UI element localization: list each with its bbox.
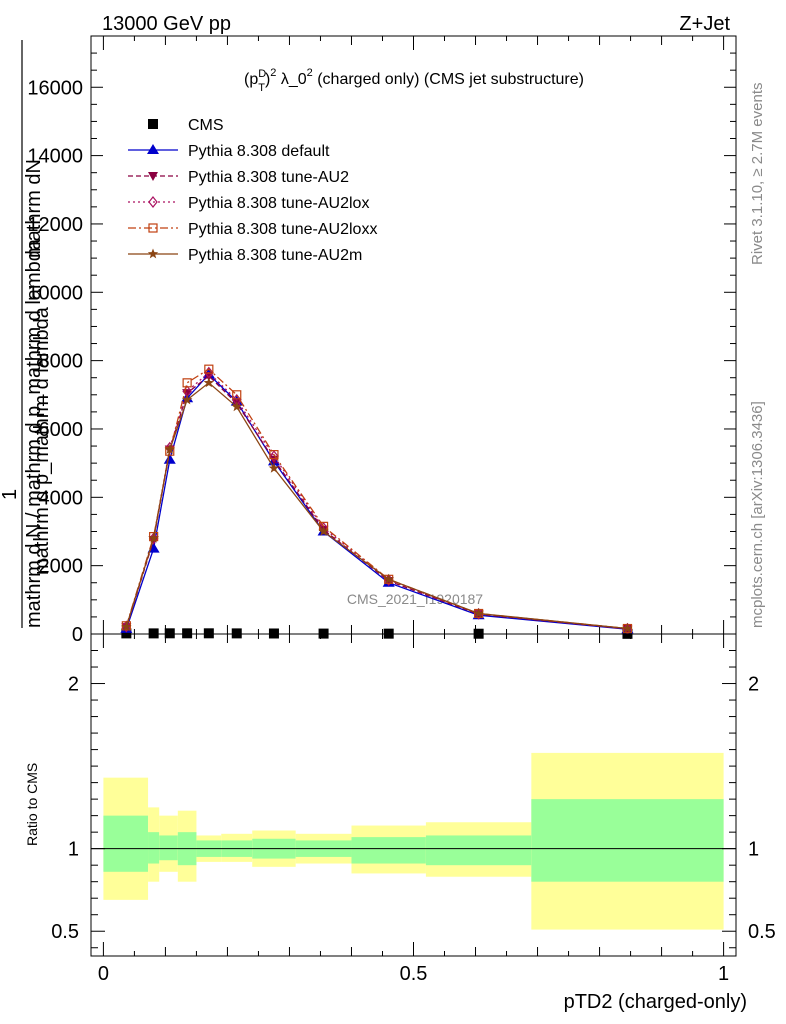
ratio-plot-panel: 0.5 0.51 12 2 0 0.5 1 Ratio to CMS pTD2 (char… (24, 633, 776, 1013)
x-tick-label: 0.5 (400, 963, 428, 985)
y-tick-label: 6000 (39, 419, 84, 441)
main-y-ticks: 0 2000 4000 6000 8000 10000 12000 14000 16000 (27, 35, 736, 646)
main-ylabel-top: mathrm dN (23, 159, 45, 258)
data-marker (232, 390, 242, 400)
data-marker (268, 462, 280, 473)
legend-entry: Pythia 8.308 default (128, 143, 330, 160)
data-marker (383, 573, 394, 584)
plot-title-sup3: 2 (307, 67, 313, 79)
main-ylabel-one: 1 (0, 489, 21, 500)
main-plot-panel: 0 2000 4000 6000 8000 10000 12000 14000 16000 CM… (27, 35, 737, 646)
ratio-band-inner (159, 835, 178, 861)
data-marker (121, 621, 132, 632)
data-marker (182, 628, 193, 639)
data-marker (164, 444, 175, 454)
data-marker (147, 144, 159, 154)
ratio-y-ticks: 0.5 0.5 1 1 2 2 (51, 650, 776, 949)
data-marker (148, 172, 158, 181)
data-marker (148, 119, 158, 129)
data-marker (148, 532, 159, 543)
main-ylabel-bottom: mathrm d p_mathrm d lambda (31, 306, 53, 575)
data-marker (269, 450, 279, 460)
ratio-band-inner (103, 815, 149, 872)
plot-title-mid: ) (265, 71, 270, 88)
data-marker (473, 608, 484, 618)
series-5 (121, 377, 633, 633)
data-marker (182, 378, 192, 388)
ratio-band-inner (148, 832, 160, 864)
data-marker (181, 394, 193, 405)
energy-label: 13000 GeV pp (102, 13, 231, 35)
ratio-band-inner (425, 835, 532, 866)
legend-entry: Pythia 8.308 tune-AU2 (128, 169, 349, 186)
process-label: Z+Jet (679, 13, 730, 35)
ratio-ylabel: Ratio to CMS (24, 763, 40, 846)
plot-title: (pD T)2 λ_02 (charged only) (CMS jet subs… (244, 67, 584, 94)
plot-title-sup2: 2 (270, 67, 276, 79)
data-marker (622, 623, 633, 633)
data-marker (121, 620, 132, 633)
data-marker (269, 450, 279, 463)
x-axis-label: pTD2 (charged-only) (564, 991, 747, 1013)
y-tick-label: 0 (72, 624, 83, 646)
legend-entry: CMS (148, 117, 224, 134)
plot-title-sup1: D (258, 68, 266, 80)
legend: CMS Pythia 8.308 default Pythia 8.308 tune… (128, 117, 377, 264)
legend-label: CMS (188, 117, 224, 134)
data-marker (148, 628, 159, 639)
data-marker (231, 401, 242, 412)
legend-label: Pythia 8.308 tune-AU2loxx (188, 221, 377, 238)
main-series-group (120, 364, 634, 639)
ratio-tick-label-left: 1 (68, 839, 79, 861)
ratio-band-inner (531, 799, 724, 882)
analysis-watermark: CMS_2021_I1920187 (347, 591, 483, 607)
main-ylabel-long: mathrm d N / mathrm d p_mathrm d lambda (23, 238, 45, 628)
ratio-tick-label-right: 0.5 (748, 921, 776, 943)
legend-entry: Pythia 8.308 tune-AU2m (128, 247, 362, 264)
plot-title-rest1: λ_0 (276, 71, 306, 88)
ratio-tick-label-right: 1 (748, 839, 759, 861)
data-marker (268, 628, 279, 639)
y-tick-label: 16000 (27, 77, 83, 99)
series-line (125, 368, 628, 630)
data-marker (204, 364, 214, 374)
data-marker (203, 377, 215, 388)
legend-label: Pythia 8.308 tune-AU2m (188, 247, 362, 264)
y-tick-label: 12000 (27, 214, 83, 236)
x-tick-label: 1 (718, 963, 729, 985)
ratio-tick-label-left: 0.5 (51, 921, 79, 943)
plot-title-base: (p (244, 71, 258, 88)
mcplots-label: mcplots.cern.ch [arXiv:1306.3436] (749, 401, 766, 628)
legend-label: Pythia 8.308 default (188, 143, 330, 160)
data-marker (147, 248, 159, 259)
data-marker (318, 526, 329, 536)
y-tick-label: 4000 (39, 487, 84, 509)
y-tick-label: 8000 (39, 351, 84, 373)
data-marker (164, 628, 175, 639)
legend-label: Pythia 8.308 tune-AU2lox (188, 195, 369, 212)
ratio-uncertainty-bands (103, 752, 724, 930)
ratio-band-inner (351, 837, 426, 864)
data-marker (148, 196, 158, 208)
rivet-version-label: Rivet 3.1.10, ≥ 2.7M events (749, 83, 766, 266)
y-tick-label: 10000 (27, 282, 83, 304)
data-marker (148, 223, 158, 233)
data-marker (231, 628, 242, 639)
x-tick-label: 0 (98, 963, 109, 985)
data-marker (121, 628, 132, 639)
ratio-tick-label-right: 2 (748, 674, 759, 696)
ratio-x-ticks: 0 0.5 1 (98, 634, 729, 985)
y-tick-label: 2000 (39, 556, 84, 578)
ratio-tick-label-left: 2 (68, 674, 79, 696)
data-marker (203, 628, 214, 639)
legend-entry: Pythia 8.308 tune-AU2loxx (128, 221, 377, 238)
y-tick-label: 14000 (27, 146, 83, 168)
plot-title-rest2: (charged only) (CMS jet substructure) (313, 71, 584, 88)
plot-title-sub1: T (258, 82, 265, 94)
legend-entry: Pythia 8.308 tune-AU2lox (128, 195, 369, 212)
legend-label: Pythia 8.308 tune-AU2 (188, 169, 349, 186)
